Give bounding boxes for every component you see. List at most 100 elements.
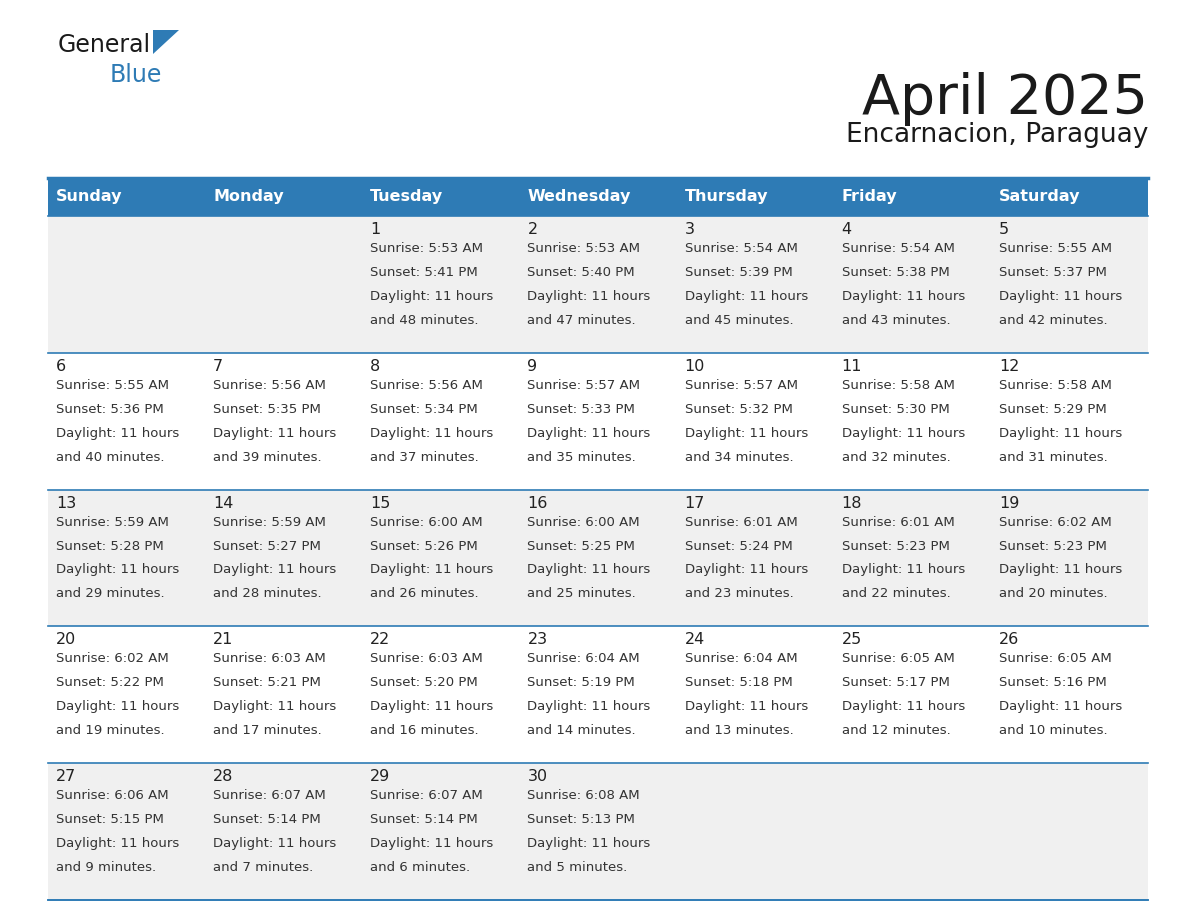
Text: Daylight: 11 hours: Daylight: 11 hours [371,290,493,303]
Text: and 25 minutes.: and 25 minutes. [527,588,637,600]
Text: Sunrise: 6:01 AM: Sunrise: 6:01 AM [684,516,797,529]
Bar [677,216,834,353]
Text: Sunrise: 5:55 AM: Sunrise: 5:55 AM [999,242,1112,255]
Text: Sunday: Sunday [56,189,122,205]
Bar [991,353,1148,489]
Text: 9: 9 [527,359,537,374]
Text: Sunset: 5:23 PM: Sunset: 5:23 PM [842,540,949,553]
Text: 23: 23 [527,633,548,647]
Text: Sunset: 5:15 PM: Sunset: 5:15 PM [56,813,164,826]
Text: and 29 minutes.: and 29 minutes. [56,588,165,600]
Bar [362,626,519,763]
Bar [991,489,1148,626]
Text: 19: 19 [999,496,1019,510]
Text: Daylight: 11 hours: Daylight: 11 hours [371,837,493,850]
Text: and 26 minutes.: and 26 minutes. [371,588,479,600]
Text: and 42 minutes.: and 42 minutes. [999,314,1107,327]
Text: and 34 minutes.: and 34 minutes. [684,451,794,464]
Text: Sunrise: 6:00 AM: Sunrise: 6:00 AM [371,516,482,529]
Text: Daylight: 11 hours: Daylight: 11 hours [684,427,808,440]
Text: Daylight: 11 hours: Daylight: 11 hours [684,564,808,577]
Bar [206,489,362,626]
Text: 26: 26 [999,633,1019,647]
Text: 13: 13 [56,496,76,510]
Bar [206,178,362,216]
Text: Sunset: 5:22 PM: Sunset: 5:22 PM [56,677,164,689]
Text: Sunset: 5:20 PM: Sunset: 5:20 PM [371,677,478,689]
Text: and 39 minutes.: and 39 minutes. [213,451,322,464]
Text: Sunrise: 6:04 AM: Sunrise: 6:04 AM [527,653,640,666]
Bar [362,178,519,216]
Text: Monday: Monday [213,189,284,205]
Bar [677,489,834,626]
Text: General: General [58,33,151,57]
Bar [48,216,206,353]
Bar [48,626,206,763]
Bar [519,353,677,489]
Text: 1: 1 [371,222,380,237]
Text: Sunset: 5:29 PM: Sunset: 5:29 PM [999,403,1106,416]
Text: Sunset: 5:34 PM: Sunset: 5:34 PM [371,403,478,416]
Bar [834,489,991,626]
Bar [48,763,206,900]
Text: Sunrise: 5:59 AM: Sunrise: 5:59 AM [56,516,169,529]
Text: Sunrise: 6:00 AM: Sunrise: 6:00 AM [527,516,640,529]
Text: Sunset: 5:16 PM: Sunset: 5:16 PM [999,677,1106,689]
Text: 25: 25 [842,633,862,647]
Text: Daylight: 11 hours: Daylight: 11 hours [842,290,965,303]
Bar [206,763,362,900]
Text: and 9 minutes.: and 9 minutes. [56,861,156,874]
Bar [362,216,519,353]
Text: 3: 3 [684,222,695,237]
Text: 22: 22 [371,633,391,647]
Text: 30: 30 [527,769,548,784]
Bar [677,178,834,216]
Text: Daylight: 11 hours: Daylight: 11 hours [527,564,651,577]
Bar [677,763,834,900]
Text: Daylight: 11 hours: Daylight: 11 hours [999,290,1123,303]
Text: Sunset: 5:19 PM: Sunset: 5:19 PM [527,677,636,689]
Text: Daylight: 11 hours: Daylight: 11 hours [56,700,179,713]
Text: Sunrise: 5:57 AM: Sunrise: 5:57 AM [527,379,640,392]
Text: Sunrise: 6:05 AM: Sunrise: 6:05 AM [999,653,1112,666]
Bar [834,178,991,216]
Text: Sunset: 5:40 PM: Sunset: 5:40 PM [527,266,636,279]
Text: 10: 10 [684,359,704,374]
Text: Daylight: 11 hours: Daylight: 11 hours [213,700,336,713]
Text: Sunrise: 5:53 AM: Sunrise: 5:53 AM [371,242,484,255]
Bar [48,353,206,489]
Text: Sunset: 5:30 PM: Sunset: 5:30 PM [842,403,949,416]
Text: 6: 6 [56,359,67,374]
Bar [362,489,519,626]
Text: Daylight: 11 hours: Daylight: 11 hours [527,290,651,303]
Text: Daylight: 11 hours: Daylight: 11 hours [684,700,808,713]
Text: and 37 minutes.: and 37 minutes. [371,451,479,464]
Text: 5: 5 [999,222,1009,237]
Text: Sunset: 5:38 PM: Sunset: 5:38 PM [842,266,949,279]
Bar [206,353,362,489]
Text: and 5 minutes.: and 5 minutes. [527,861,627,874]
Text: Sunset: 5:17 PM: Sunset: 5:17 PM [842,677,949,689]
Bar [519,216,677,353]
Text: 27: 27 [56,769,76,784]
Text: Sunset: 5:14 PM: Sunset: 5:14 PM [371,813,478,826]
Text: Sunrise: 6:04 AM: Sunrise: 6:04 AM [684,653,797,666]
Text: and 47 minutes.: and 47 minutes. [527,314,636,327]
Text: Sunset: 5:35 PM: Sunset: 5:35 PM [213,403,321,416]
Bar [677,353,834,489]
Text: Daylight: 11 hours: Daylight: 11 hours [999,427,1123,440]
Text: Daylight: 11 hours: Daylight: 11 hours [56,564,179,577]
Text: Sunrise: 6:02 AM: Sunrise: 6:02 AM [999,516,1112,529]
Text: Sunrise: 6:05 AM: Sunrise: 6:05 AM [842,653,954,666]
Text: Sunset: 5:32 PM: Sunset: 5:32 PM [684,403,792,416]
Bar [206,216,362,353]
Text: and 6 minutes.: and 6 minutes. [371,861,470,874]
Text: Daylight: 11 hours: Daylight: 11 hours [527,837,651,850]
Text: Sunrise: 6:03 AM: Sunrise: 6:03 AM [213,653,326,666]
Text: Sunrise: 5:54 AM: Sunrise: 5:54 AM [684,242,797,255]
Bar [519,763,677,900]
Text: 17: 17 [684,496,704,510]
Text: Wednesday: Wednesday [527,189,631,205]
Text: Daylight: 11 hours: Daylight: 11 hours [213,837,336,850]
Text: 28: 28 [213,769,234,784]
